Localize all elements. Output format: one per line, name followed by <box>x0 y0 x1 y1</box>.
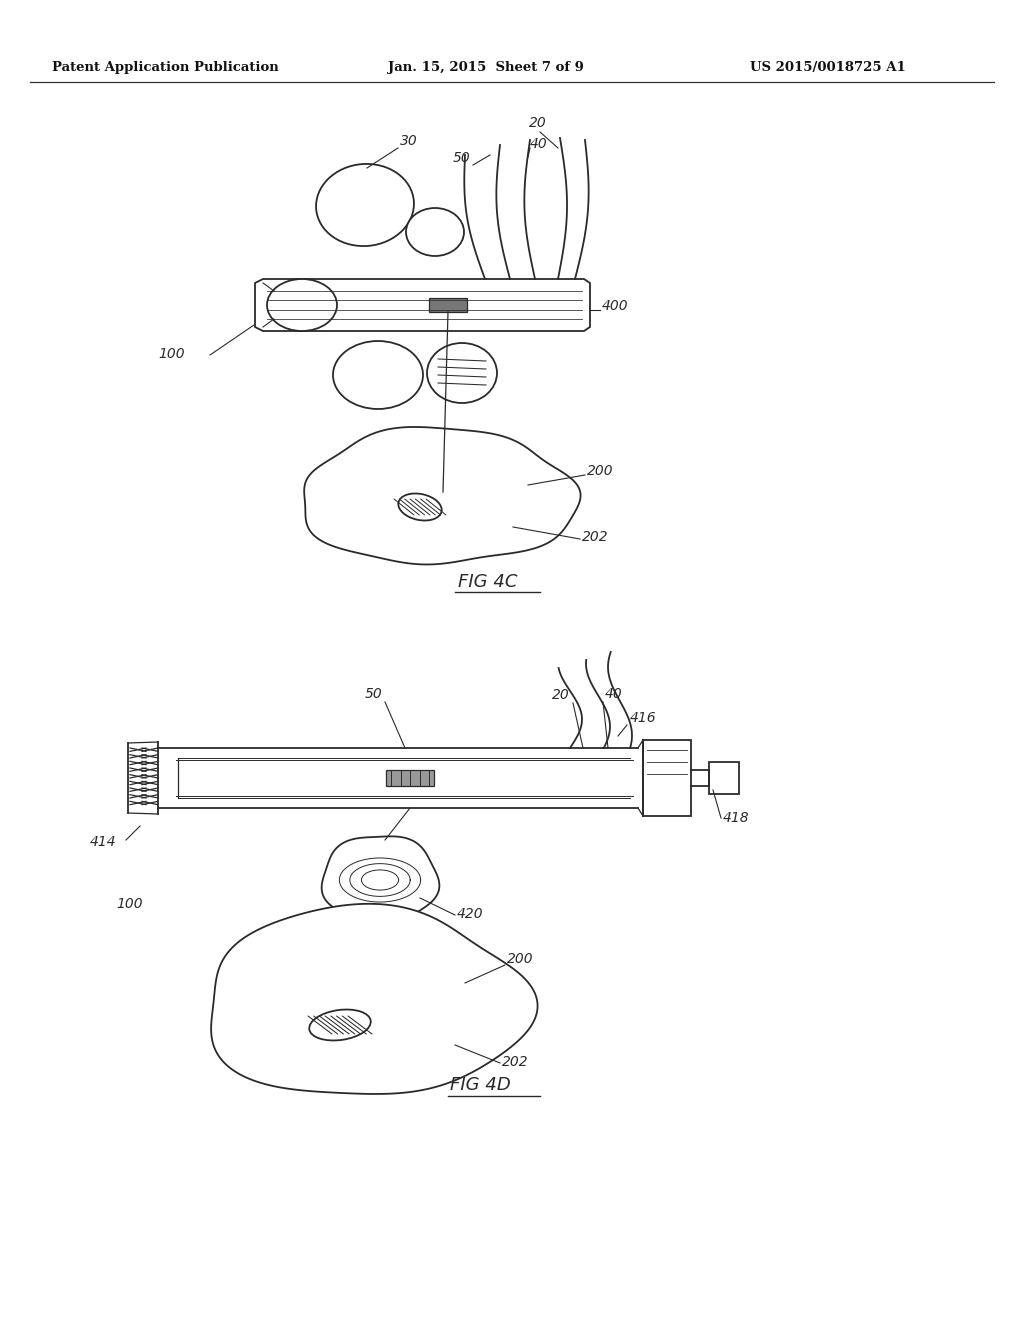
Text: Jan. 15, 2015  Sheet 7 of 9: Jan. 15, 2015 Sheet 7 of 9 <box>388 62 584 74</box>
Text: 416: 416 <box>630 711 656 725</box>
Text: 40: 40 <box>530 137 548 150</box>
Text: 200: 200 <box>587 465 613 478</box>
Polygon shape <box>304 426 581 565</box>
Text: 20: 20 <box>529 116 547 129</box>
Bar <box>386 770 434 785</box>
Ellipse shape <box>309 1010 371 1040</box>
Text: 418: 418 <box>723 810 750 825</box>
Bar <box>429 298 467 312</box>
Text: 200: 200 <box>507 952 534 966</box>
Ellipse shape <box>406 209 464 256</box>
Bar <box>709 762 739 795</box>
Ellipse shape <box>398 494 441 520</box>
Text: 202: 202 <box>502 1055 528 1069</box>
Ellipse shape <box>333 341 423 409</box>
Text: 20: 20 <box>552 688 570 702</box>
Ellipse shape <box>427 343 497 403</box>
Text: 40: 40 <box>605 686 623 701</box>
Text: Patent Application Publication: Patent Application Publication <box>52 62 279 74</box>
Text: FIG 4D: FIG 4D <box>450 1076 510 1094</box>
Text: 50: 50 <box>453 150 470 165</box>
Polygon shape <box>211 904 538 1094</box>
Polygon shape <box>255 279 590 331</box>
Text: 100: 100 <box>117 898 143 911</box>
Text: 30: 30 <box>400 135 418 148</box>
Text: 400: 400 <box>602 300 629 313</box>
Text: 414: 414 <box>90 836 117 849</box>
Text: 202: 202 <box>582 531 608 544</box>
Text: 100: 100 <box>159 347 185 360</box>
Text: 50: 50 <box>365 686 382 701</box>
Text: 420: 420 <box>457 907 483 921</box>
Ellipse shape <box>267 279 337 331</box>
Bar <box>643 741 691 816</box>
Text: US 2015/0018725 A1: US 2015/0018725 A1 <box>750 62 906 74</box>
Ellipse shape <box>316 164 414 246</box>
Text: FIG 4C: FIG 4C <box>459 573 518 591</box>
Polygon shape <box>322 837 439 927</box>
